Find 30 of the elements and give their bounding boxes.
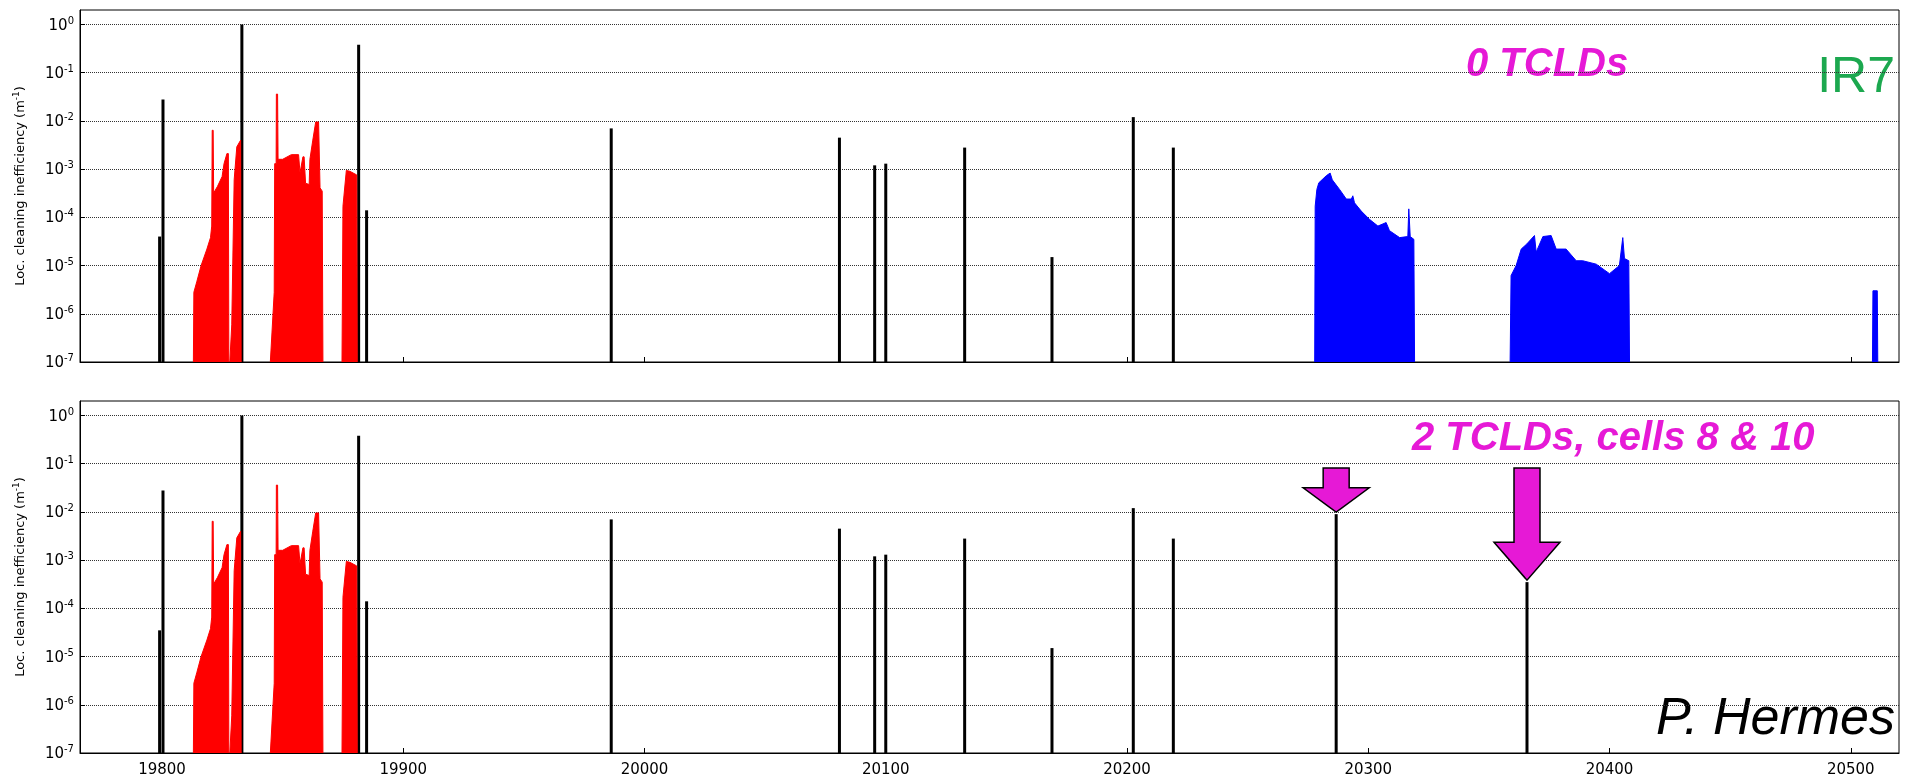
x-tick-label: 19900: [379, 759, 428, 778]
x-tick-label: 20200: [1103, 759, 1151, 778]
x-tick-label: 20300: [1344, 759, 1393, 778]
y-tick-label: 10$^{-5}$: [44, 255, 74, 276]
y-tick-label: 10$^{0}$: [48, 405, 74, 426]
annotation: 0 TCLDs: [1466, 40, 1629, 84]
x-tick-label: 19800: [138, 759, 186, 778]
x-tick-label: 20500: [1826, 759, 1875, 778]
y-tick-label: 10$^{-4}$: [44, 598, 74, 619]
annotation: P. Hermes: [1656, 687, 1896, 745]
y-tick-label: 10$^{0}$: [48, 14, 74, 35]
y-tick-label: 10$^{-3}$: [44, 159, 74, 180]
y-axis-title: Loc. cleaning inefficiency (m-1): [10, 86, 27, 286]
y-tick-label: 10$^{-6}$: [44, 694, 74, 715]
y-tick-label: 10$^{-7}$: [44, 352, 74, 372]
x-tick-label: 20100: [861, 759, 910, 778]
y-tick-label: 10$^{-1}$: [44, 453, 74, 474]
annotation: IR7: [1817, 47, 1895, 103]
y-tick-label: 10$^{-2}$: [44, 501, 74, 522]
y-tick-label: 10$^{-2}$: [44, 110, 74, 131]
y-tick-label: 10$^{-3}$: [44, 550, 74, 571]
x-tick-label: 20000: [620, 759, 669, 778]
y-tick-label: 10$^{-5}$: [44, 646, 74, 667]
x-tick-label: 20400: [1585, 759, 1634, 778]
y-tick-label: 10$^{-7}$: [44, 743, 74, 763]
annotation: 2 TCLDs, cells 8 & 10: [1411, 414, 1815, 458]
y-tick-label: 10$^{-6}$: [44, 303, 74, 324]
y-tick-label: 10$^{-1}$: [44, 62, 74, 83]
y-tick-label: 10$^{-4}$: [44, 207, 74, 228]
y-axis-title: Loc. cleaning inefficiency (m-1): [10, 477, 27, 677]
